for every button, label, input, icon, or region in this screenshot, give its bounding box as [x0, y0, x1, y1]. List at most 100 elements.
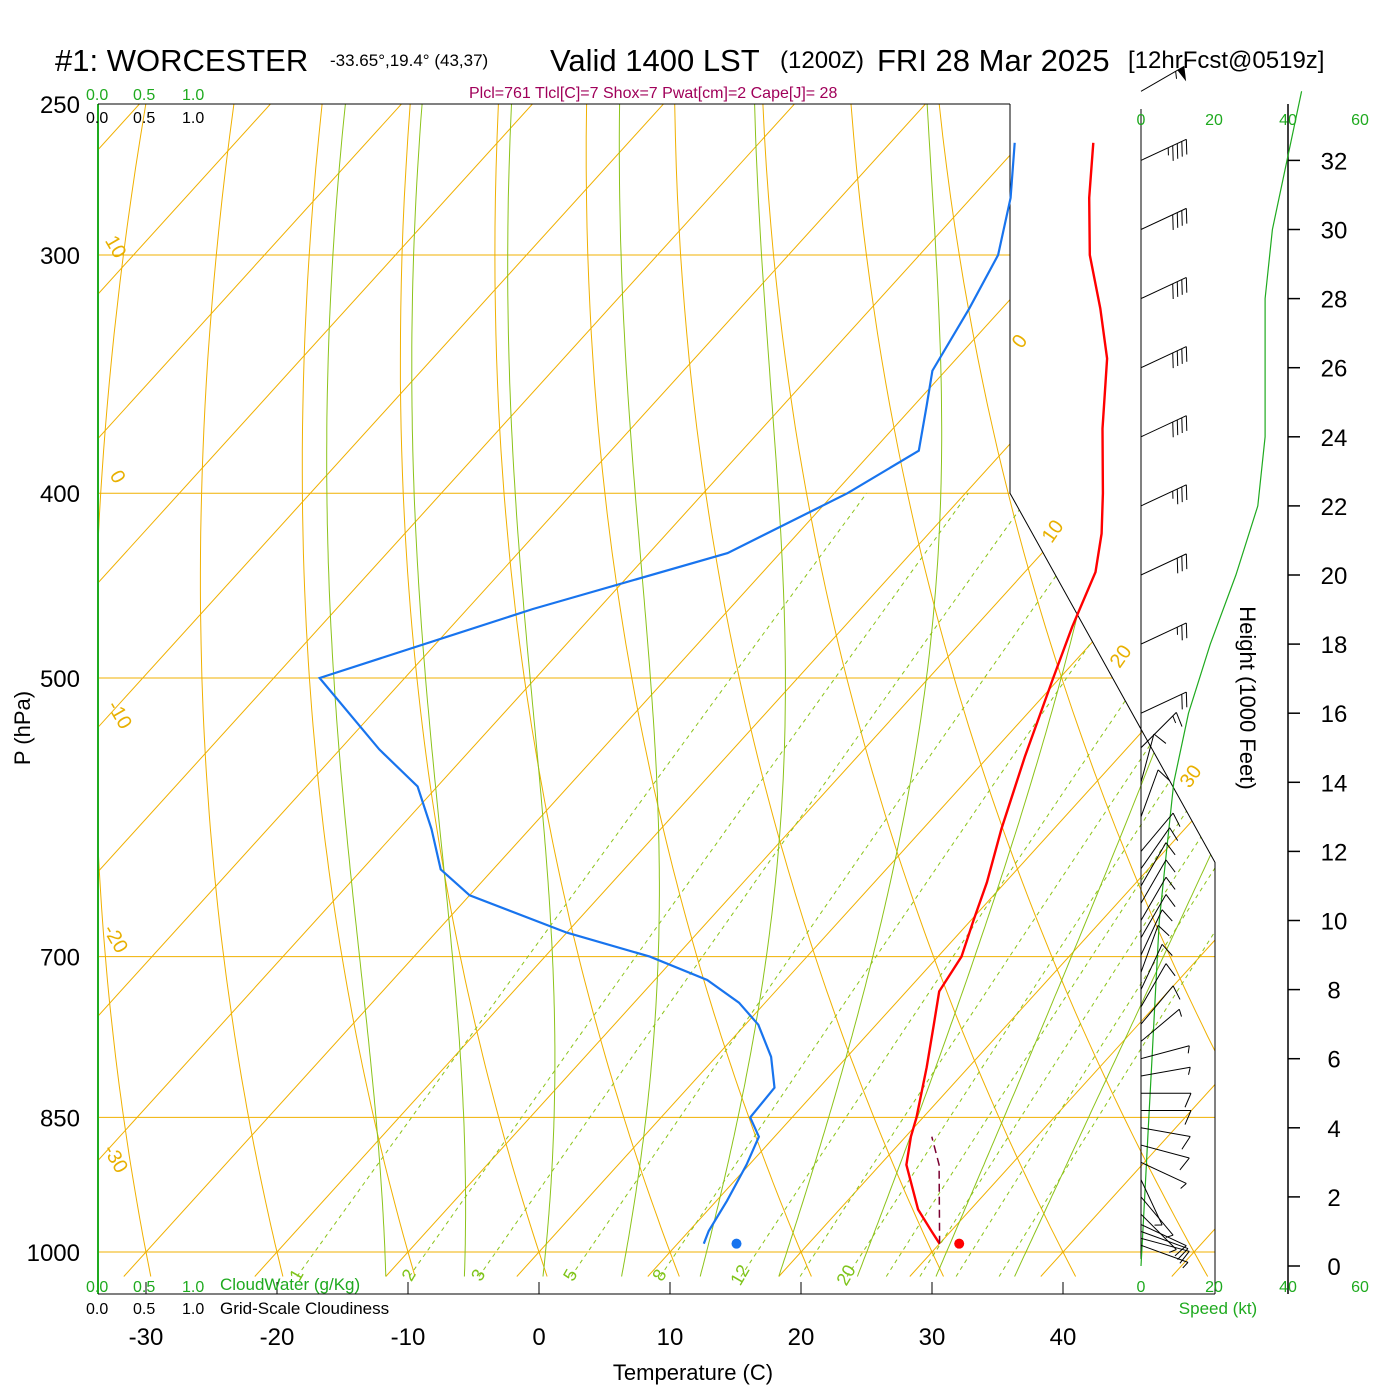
- isotherm--100: [98, 104, 302, 1277]
- wind-barb: [1140, 859, 1176, 904]
- speed-tick-top-40: 40: [1279, 112, 1297, 129]
- x-axis-label: Temperature (C): [613, 1360, 773, 1385]
- wind-barb: [1140, 346, 1188, 369]
- wind-barb: [1140, 1237, 1190, 1264]
- cloudiness-tick-bottom-1: 0.5: [133, 1301, 155, 1318]
- wind-barb: [1140, 909, 1173, 956]
- wind-barb: [1140, 1008, 1182, 1042]
- moist-adiabat-38: [1014, 104, 1215, 1277]
- mixing-ratio-label-3: 3: [467, 1266, 489, 1285]
- mixing-ratio-label-8: 8: [648, 1266, 670, 1285]
- speed-tick-top-60: 60: [1351, 112, 1369, 129]
- mixing-ratio-5: [570, 492, 1115, 1277]
- dry-adiabat--20: [199, 104, 284, 1277]
- surface-dewpoint-dot: [731, 1238, 742, 1249]
- dry-adiabat-100: [1284, 70, 1400, 1276]
- moist-adiabat--4: [411, 104, 467, 1277]
- isotherm--20: [254, 104, 1215, 1277]
- dry-adiabat-30: [673, 104, 944, 1277]
- pressure-tick-label: 1000: [27, 1240, 80, 1267]
- height-tick-label: 20: [1321, 563, 1348, 590]
- isotherm-label: 0: [1008, 331, 1032, 353]
- right-boundary: [1009, 104, 1216, 1294]
- zulu-time: (1200Z): [780, 47, 864, 74]
- isotherm--50: [98, 104, 957, 1277]
- wind-barb: [1140, 733, 1167, 783]
- isotherm--80: [98, 104, 564, 1277]
- pressure-tick-label: 700: [40, 945, 80, 972]
- wind-barb: [1140, 1179, 1163, 1226]
- dry-adiabat--30: [98, 104, 153, 1277]
- wind-barb: [1140, 985, 1181, 1025]
- temperature-line: [905, 142, 1109, 1245]
- temperature-tick-label: 30: [919, 1324, 946, 1351]
- dry-adiabat-90: [1196, 104, 1215, 1277]
- wind-barb: [1140, 894, 1176, 939]
- isotherm--40: [98, 104, 1088, 1277]
- mixing-ratio-8: [659, 492, 1195, 1277]
- surface-temperature-dot: [954, 1238, 965, 1249]
- pressure-axis: 250 300 400 500 700 850 1000: [27, 92, 80, 1267]
- wind-barb: [1141, 1092, 1192, 1108]
- speed-tick-top-0: 0: [1137, 112, 1146, 129]
- cloudwater-tick-bottom-0: 0.0: [86, 1279, 108, 1296]
- plot-frame: [97, 103, 1289, 1295]
- forecast-info: [12hrFcst@0519z]: [1128, 47, 1324, 74]
- isotherm-10: [647, 104, 1215, 1277]
- pressure-tick-label: 250: [40, 92, 80, 119]
- cloudwater-tick-top-1: 0.5: [133, 87, 155, 104]
- height-tick-label: 30: [1321, 218, 1348, 245]
- isotherm-label: -10: [102, 697, 136, 733]
- speed-tick-bottom-40: 40: [1279, 1279, 1297, 1296]
- wind-barb: [1140, 1144, 1190, 1171]
- wind-speed-profile: [1140, 91, 1303, 1267]
- isotherm--110: [98, 104, 171, 1277]
- height-tick-label: 26: [1321, 356, 1348, 383]
- wind-barb: [1140, 963, 1176, 1008]
- moist-adiabat-14: [699, 104, 786, 1277]
- isotherm--120: [0, 70, 39, 1276]
- wind-barb: [1140, 1213, 1177, 1253]
- isotherm-50: [1171, 104, 1215, 1277]
- temperature-tick-label: 0: [532, 1324, 545, 1351]
- wind-barb: [1140, 1244, 1189, 1269]
- isotherm--70: [98, 104, 695, 1277]
- height-tick-label: 18: [1321, 632, 1348, 659]
- height-tick-label: 22: [1321, 494, 1348, 521]
- isotherm--90: [98, 104, 433, 1277]
- mixing-ratio-2: [408, 492, 969, 1277]
- parcel-path: [931, 1136, 941, 1244]
- wind-barb: [1140, 1230, 1189, 1260]
- isotherm-label: 30: [1176, 761, 1207, 792]
- cloudwater-tick-top-0: 0.0: [86, 87, 108, 104]
- stability-indices: Plcl=761 Tlcl[C]=7 Shox=7 Pwat[cm]=2 Cap…: [469, 85, 837, 102]
- moist-adiabat-8: [618, 104, 660, 1277]
- isotherm--60: [98, 104, 826, 1277]
- height-tick-label: 24: [1321, 425, 1348, 452]
- mixing-ratio-label-12: 12: [726, 1261, 753, 1288]
- height-tick-label: 2: [1327, 1185, 1340, 1212]
- temperature-tick-label: 20: [788, 1324, 815, 1351]
- mixing-ratio-label-5: 5: [559, 1266, 581, 1285]
- pressure-tick-label: 500: [40, 666, 80, 693]
- wind-barb: [1140, 943, 1173, 990]
- isotherm-20: [778, 104, 1215, 1277]
- height-tick-label: 32: [1321, 148, 1348, 175]
- wind-barb: [1140, 842, 1176, 887]
- wind-barb: [1140, 827, 1179, 869]
- wind-barb: [1140, 1196, 1174, 1238]
- height-tick-label: 10: [1321, 909, 1348, 936]
- dry-adiabat-60: [935, 104, 1215, 1277]
- wind-barb: [1140, 1161, 1187, 1189]
- moist-adiabat--10: [326, 104, 387, 1277]
- valid-time: Valid 1400 LST: [550, 43, 760, 78]
- dry-adiabat--10: [301, 104, 416, 1277]
- isotherm-30: [909, 104, 1215, 1277]
- mixing-ratio-12: [740, 492, 1215, 1277]
- cloudwater-tick-top-2: 1.0: [182, 87, 204, 104]
- sounding-traces: [317, 91, 1303, 1267]
- isotherm--10: [385, 104, 1215, 1277]
- isotherm-label: 10: [1038, 516, 1069, 547]
